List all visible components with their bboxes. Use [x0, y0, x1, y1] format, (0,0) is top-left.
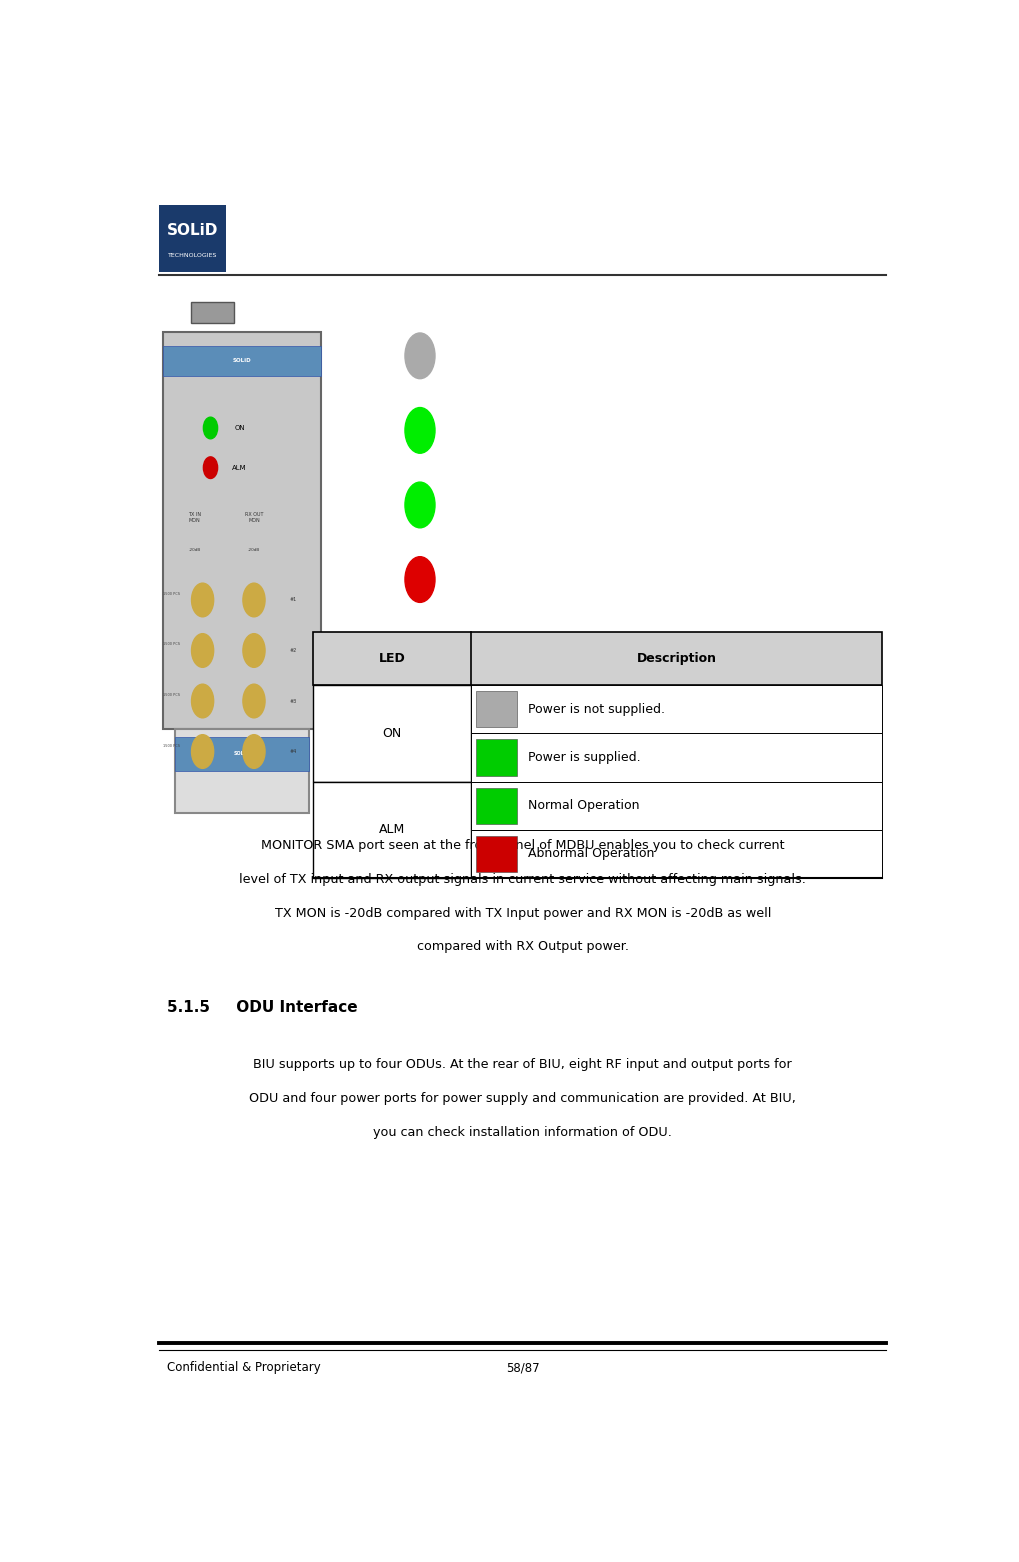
Circle shape — [203, 417, 217, 439]
Text: ON: ON — [234, 425, 245, 431]
Text: -20dB: -20dB — [189, 548, 201, 553]
Text: compared with RX Output power.: compared with RX Output power. — [417, 940, 628, 953]
FancyBboxPatch shape — [471, 829, 881, 878]
Text: -20dB: -20dB — [248, 548, 260, 553]
Circle shape — [192, 634, 213, 667]
Text: Power is not supplied.: Power is not supplied. — [528, 703, 664, 715]
Circle shape — [405, 483, 434, 528]
Text: #1: #1 — [289, 598, 297, 603]
Text: Power is supplied.: Power is supplied. — [528, 751, 640, 764]
Circle shape — [243, 684, 265, 719]
Text: SOLiD: SOLiD — [167, 223, 218, 237]
Circle shape — [243, 634, 265, 667]
Circle shape — [192, 734, 213, 769]
Text: Normal Operation: Normal Operation — [528, 800, 639, 812]
FancyBboxPatch shape — [313, 633, 881, 686]
Circle shape — [192, 583, 213, 617]
FancyBboxPatch shape — [476, 692, 517, 728]
FancyBboxPatch shape — [191, 301, 234, 323]
Text: ODU and four power ports for power supply and communication are provided. At BIU: ODU and four power ports for power suppl… — [249, 1092, 796, 1104]
Text: MONITOR SMA port seen at the front panel of MDBU enables you to check current: MONITOR SMA port seen at the front panel… — [261, 839, 784, 853]
Text: #3: #3 — [289, 698, 297, 703]
FancyBboxPatch shape — [471, 781, 881, 829]
Circle shape — [243, 734, 265, 769]
Text: ALM: ALM — [379, 823, 405, 836]
Circle shape — [405, 408, 434, 453]
FancyBboxPatch shape — [476, 836, 517, 872]
Circle shape — [405, 333, 434, 378]
Text: 1500 PCS: 1500 PCS — [163, 642, 180, 647]
FancyBboxPatch shape — [159, 206, 226, 272]
Text: LED: LED — [379, 653, 406, 665]
FancyBboxPatch shape — [471, 686, 881, 734]
FancyBboxPatch shape — [175, 728, 309, 812]
FancyBboxPatch shape — [163, 331, 321, 728]
Text: 5.1.5     ODU Interface: 5.1.5 ODU Interface — [167, 1001, 358, 1015]
Text: Confidential & Proprietary: Confidential & Proprietary — [167, 1362, 320, 1375]
Text: Abnormal Operation: Abnormal Operation — [528, 847, 654, 861]
Text: 1500 PCS: 1500 PCS — [163, 592, 180, 597]
Text: #2: #2 — [289, 648, 297, 653]
Text: you can check installation information of ODU.: you can check installation information o… — [373, 1126, 672, 1139]
Text: SOLiD: SOLiD — [233, 751, 250, 756]
Text: ALM: ALM — [231, 464, 247, 470]
Text: TX IN
MON: TX IN MON — [187, 512, 201, 523]
FancyBboxPatch shape — [175, 737, 309, 770]
Text: BIU supports up to four ODUs. At the rear of BIU, eight RF input and output port: BIU supports up to four ODUs. At the rea… — [253, 1057, 792, 1072]
Text: TX MON is -20dB compared with TX Input power and RX MON is -20dB as well: TX MON is -20dB compared with TX Input p… — [274, 906, 770, 920]
FancyBboxPatch shape — [313, 781, 471, 878]
Text: SOLiD: SOLiD — [232, 358, 252, 362]
Text: 1500 PCS: 1500 PCS — [163, 694, 180, 697]
Text: level of TX input and RX output signals in current service without affecting mai: level of TX input and RX output signals … — [239, 873, 805, 886]
FancyBboxPatch shape — [313, 686, 471, 781]
FancyBboxPatch shape — [163, 347, 321, 376]
Text: RX OUT
MON: RX OUT MON — [245, 512, 263, 523]
Circle shape — [203, 456, 217, 478]
FancyBboxPatch shape — [471, 734, 881, 781]
FancyBboxPatch shape — [476, 739, 517, 776]
FancyBboxPatch shape — [476, 787, 517, 823]
Text: 58/87: 58/87 — [505, 1362, 539, 1375]
Text: TECHNOLOGIES: TECHNOLOGIES — [168, 253, 217, 258]
Text: 1500 PCS: 1500 PCS — [163, 744, 180, 748]
Text: ON: ON — [382, 726, 401, 740]
Circle shape — [243, 583, 265, 617]
Text: Description: Description — [636, 653, 716, 665]
Text: #4: #4 — [289, 750, 297, 754]
Circle shape — [405, 556, 434, 603]
Circle shape — [192, 684, 213, 719]
